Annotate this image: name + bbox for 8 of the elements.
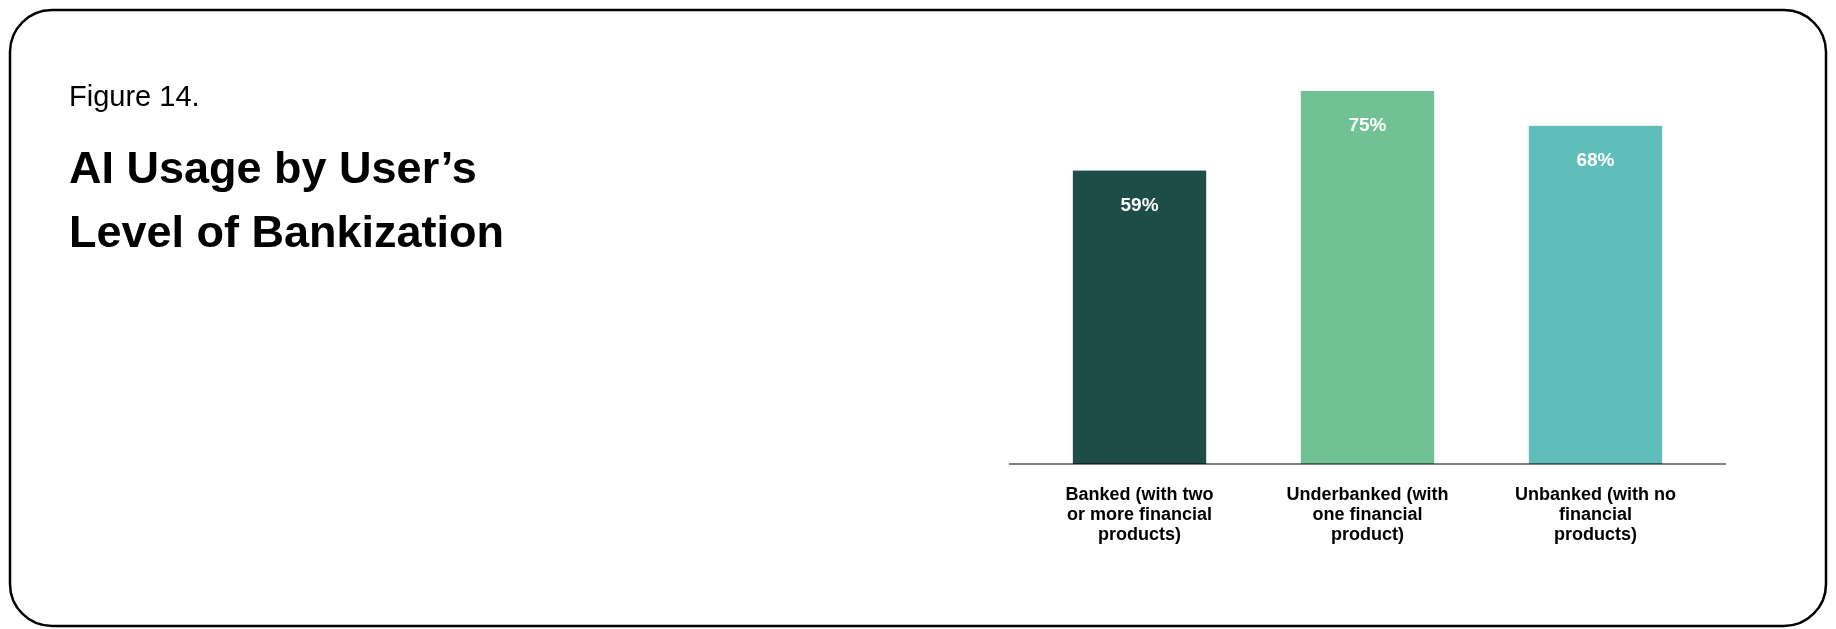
data-label: 75%	[1348, 114, 1387, 135]
x-tick-label: Underbanked (with one financial product)	[1286, 484, 1449, 544]
text: AI Usage by User’s Level of Bankization	[69, 142, 505, 257]
caption: Figure 14.	[69, 80, 200, 112]
x-tick-label: Banked (with two or more financial products)	[1065, 484, 1214, 544]
data-label: 59%	[1120, 193, 1159, 215]
x-tick-label: Unbanked (with no financial products)	[1514, 484, 1676, 544]
data-label: 68%	[1576, 148, 1615, 170]
